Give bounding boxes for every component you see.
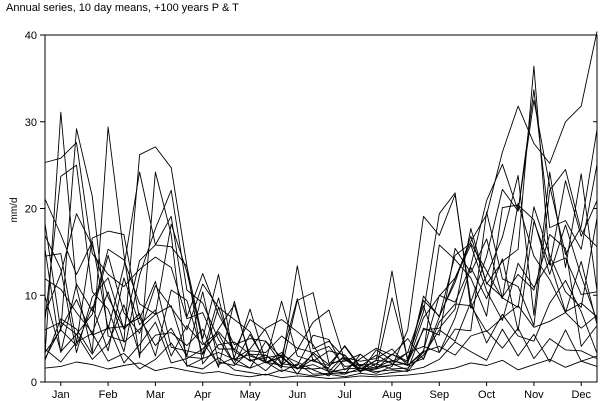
series-layer [44,31,598,379]
series-line-9 [44,206,598,371]
series-line-4 [44,65,598,370]
x-tick-label-apr: Apr [194,389,211,401]
x-tick-label-sep: Sep [429,389,449,401]
series-line-16 [44,328,598,378]
series-line-15 [44,318,598,375]
series-line-12 [44,221,598,373]
series-line-14 [44,280,598,377]
x-tick-label-jan: Jan [52,389,70,401]
y-tick-label-40: 40 [25,30,37,42]
x-tick-label-feb: Feb [99,389,118,401]
series-line-1 [44,31,598,373]
series-line-17 [44,358,598,379]
y-axis-label: mm/d [9,198,20,223]
y-tick-label-20: 20 [25,204,37,216]
y-tick-label-10: 10 [25,290,37,302]
x-tick-label-dec: Dec [571,389,591,401]
y-tick-label-0: 0 [31,377,37,389]
series-line-10 [44,202,598,373]
x-tick-label-mar: Mar [146,389,165,401]
chart-title: Annual series, 10 day means, +100 years … [6,2,239,14]
series-line-7 [44,230,598,373]
x-tick-label-jul: Jul [338,389,352,401]
series-line-11 [44,234,598,367]
y-tick-label-30: 30 [25,117,37,129]
series-line-5 [44,171,598,366]
series-line-13 [44,277,598,371]
x-tick-label-may: May [240,389,261,401]
axes-layer: 0 10 20 30 40 Jan Feb Mar Apr May Jun Jul Aug Sep Oct N… [25,30,598,401]
x-tick-label-aug: Aug [382,389,402,401]
series-line-6 [44,171,598,369]
x-tick-label-jun: Jun [288,389,306,401]
x-tick-label-oct: Oct [478,389,495,401]
x-tick-label-nov: Nov [524,389,544,401]
